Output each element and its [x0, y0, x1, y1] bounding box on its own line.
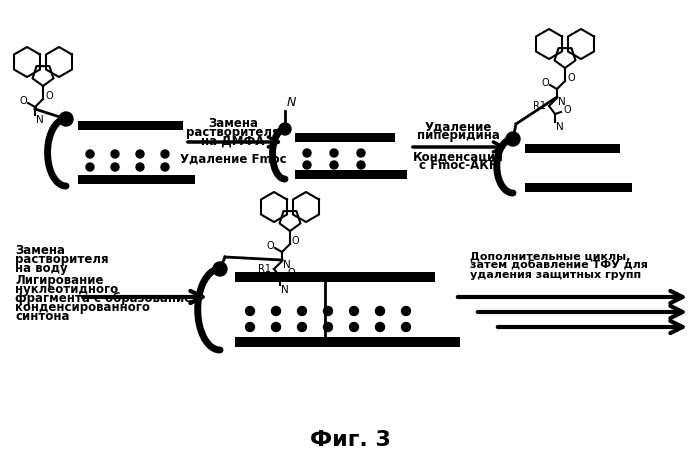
Circle shape: [375, 322, 384, 332]
Text: нуклеотидного: нуклеотидного: [15, 283, 118, 296]
Text: O: O: [267, 241, 274, 251]
Circle shape: [161, 150, 169, 158]
Circle shape: [402, 322, 410, 332]
Text: растворителя: растворителя: [186, 126, 280, 139]
Bar: [295, 170, 407, 179]
Text: синтона: синтона: [15, 310, 69, 323]
Bar: [78, 121, 183, 130]
Bar: [235, 272, 435, 282]
Text: Фиг. 3: Фиг. 3: [309, 430, 391, 450]
Circle shape: [303, 149, 311, 157]
Text: O: O: [45, 91, 52, 101]
Circle shape: [357, 161, 365, 169]
Text: O: O: [292, 236, 300, 246]
Text: Конденсация: Конденсация: [412, 151, 503, 164]
Text: Удаление: Удаление: [424, 121, 491, 134]
Text: конденсированного: конденсированного: [15, 301, 150, 314]
Text: O: O: [288, 268, 295, 278]
Bar: [295, 133, 395, 142]
Circle shape: [349, 306, 358, 316]
Circle shape: [111, 150, 119, 158]
Text: растворителя: растворителя: [15, 253, 109, 266]
Text: R1: R1: [258, 264, 271, 274]
Circle shape: [298, 322, 307, 332]
Text: затем добавление ТФУ для: затем добавление ТФУ для: [470, 261, 648, 271]
Text: R1: R1: [533, 101, 546, 111]
Circle shape: [272, 306, 281, 316]
Text: O: O: [563, 105, 570, 115]
Text: Дополнительные циклы,: Дополнительные циклы,: [470, 252, 631, 262]
Text: N: N: [283, 260, 290, 270]
Circle shape: [323, 322, 332, 332]
Circle shape: [246, 322, 255, 332]
Text: удаления защитных групп: удаления защитных групп: [470, 270, 641, 280]
Text: N: N: [556, 122, 564, 132]
Text: N: N: [287, 96, 296, 109]
Circle shape: [161, 163, 169, 171]
Circle shape: [402, 306, 410, 316]
Circle shape: [279, 123, 291, 135]
Text: N: N: [281, 285, 288, 295]
Circle shape: [111, 163, 119, 171]
Circle shape: [136, 163, 144, 171]
Circle shape: [136, 150, 144, 158]
Text: на воду: на воду: [15, 262, 68, 275]
Circle shape: [506, 132, 520, 146]
Bar: [78, 175, 195, 184]
Circle shape: [330, 161, 338, 169]
Circle shape: [86, 163, 94, 171]
Circle shape: [357, 149, 365, 157]
Bar: [525, 144, 620, 153]
Text: Удаление Fmoc: Удаление Fmoc: [180, 153, 286, 166]
Bar: [525, 183, 632, 192]
Circle shape: [303, 161, 311, 169]
Text: Замена: Замена: [208, 117, 258, 130]
Text: N: N: [36, 115, 43, 125]
Circle shape: [213, 262, 227, 276]
Circle shape: [323, 306, 332, 316]
Text: N: N: [558, 97, 566, 107]
Circle shape: [272, 322, 281, 332]
Circle shape: [375, 306, 384, 316]
Text: фрагмента с образованием: фрагмента с образованием: [15, 292, 202, 305]
Text: Лигирование: Лигирование: [15, 274, 104, 287]
Text: O: O: [567, 73, 575, 83]
Circle shape: [86, 150, 94, 158]
Circle shape: [298, 306, 307, 316]
Text: Замена: Замена: [15, 244, 65, 257]
Bar: [235, 337, 460, 347]
Text: с Fmoc-АКF: с Fmoc-АКF: [419, 159, 497, 172]
Circle shape: [349, 322, 358, 332]
Text: O: O: [20, 96, 27, 106]
Circle shape: [59, 112, 73, 126]
Text: на ДМФА: на ДМФА: [202, 135, 265, 148]
Text: пиперидина: пиперидина: [416, 129, 499, 142]
Text: O: O: [541, 78, 549, 88]
Circle shape: [330, 149, 338, 157]
Circle shape: [246, 306, 255, 316]
